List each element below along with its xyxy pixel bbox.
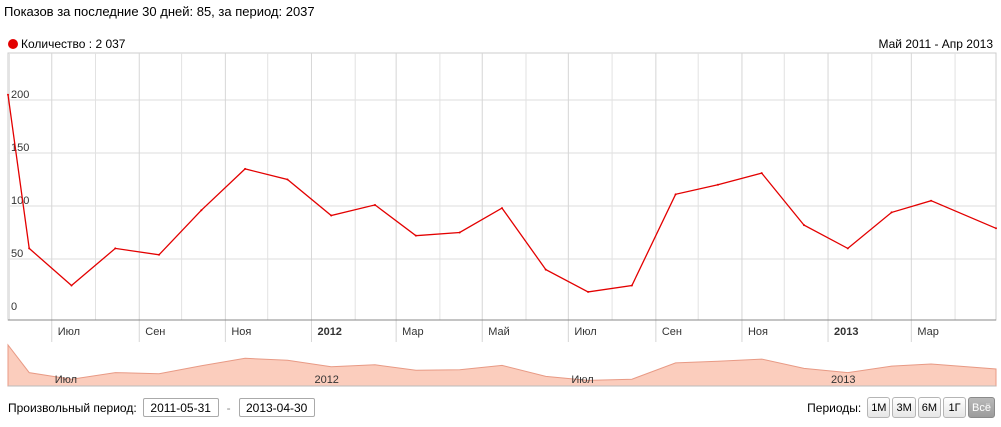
y-tick-label: 100 (11, 195, 29, 207)
data-point (114, 247, 117, 250)
plot-area (7, 52, 997, 321)
x-tick-label: Сен (662, 326, 682, 338)
data-point (7, 93, 9, 96)
navigator-tick-label: Июл (571, 374, 593, 386)
x-tick-label: Июл (58, 326, 80, 338)
date-to-input[interactable] (238, 398, 315, 417)
legend-marker-icon (8, 39, 18, 49)
data-point (414, 234, 417, 237)
period-button-6m[interactable]: 6М (917, 397, 942, 418)
chart-legend[interactable]: Количество : 2 037 (8, 37, 125, 51)
data-point (458, 231, 461, 234)
data-point (803, 224, 806, 227)
x-tick-label: Мар (917, 326, 939, 338)
data-point (70, 284, 73, 287)
data-point (890, 211, 893, 214)
data-point (286, 178, 289, 181)
data-point (930, 199, 933, 202)
navigator-tick-label: Июл (55, 374, 77, 386)
x-tick-label: Май (488, 326, 510, 338)
y-tick-label: 50 (11, 248, 23, 260)
custom-period-label: Произвольный период: (8, 400, 137, 415)
data-point (846, 247, 849, 250)
data-point (501, 207, 503, 210)
data-point (158, 253, 161, 256)
navigator-tick-label: 2013 (831, 374, 855, 386)
y-tick-label: 150 (11, 142, 29, 154)
line-chart[interactable]: 0 50 100 150 200 Июл Сен Ноя 2012 Мар Май Июл Сен Ноя… (0, 50, 1001, 394)
periods-label: Периоды: (807, 400, 862, 415)
data-point (200, 209, 203, 212)
period-button-1m[interactable]: 1М (867, 397, 891, 418)
series-line (7, 94, 997, 293)
x-tick-label: Ноя (231, 326, 251, 338)
period-button-3m[interactable]: 3М (892, 397, 916, 418)
data-point (244, 167, 247, 170)
x-tick-label: 2012 (317, 326, 341, 338)
data-point (544, 268, 547, 271)
y-tick-label: 200 (11, 89, 29, 101)
period-selector: Периоды: 1М 3М 6М 1Г Всё (807, 397, 995, 418)
navigator-series-area (7, 343, 997, 387)
custom-period-controls: Произвольный период: - (8, 398, 315, 417)
data-point (28, 247, 31, 250)
x-tick-label: Июл (574, 326, 596, 338)
period-button-1y[interactable]: 1Г (943, 397, 967, 418)
x-tick-label: 2013 (834, 326, 858, 338)
legend-label: Количество : 2 037 (21, 37, 126, 51)
x-tick-label: Мар (402, 326, 424, 338)
x-tick-label: Ноя (748, 326, 768, 338)
data-point (587, 290, 590, 293)
data-point (674, 193, 677, 196)
y-tick-label: 0 (11, 301, 17, 313)
date-from-input[interactable] (142, 398, 219, 417)
navigator-tick-label: 2012 (314, 374, 338, 386)
date-separator: - (226, 400, 231, 415)
date-range-label: Май 2011 - Апр 2013 (878, 37, 993, 51)
data-point (373, 203, 376, 206)
data-point (716, 183, 719, 186)
period-button-all[interactable]: Всё (968, 397, 995, 418)
data-point (330, 214, 333, 217)
data-point (760, 172, 763, 175)
data-point (630, 284, 633, 287)
x-tick-label: Сен (145, 326, 165, 338)
stats-summary: Показов за последние 30 дней: 85, за пер… (4, 4, 315, 19)
data-point (995, 227, 997, 230)
